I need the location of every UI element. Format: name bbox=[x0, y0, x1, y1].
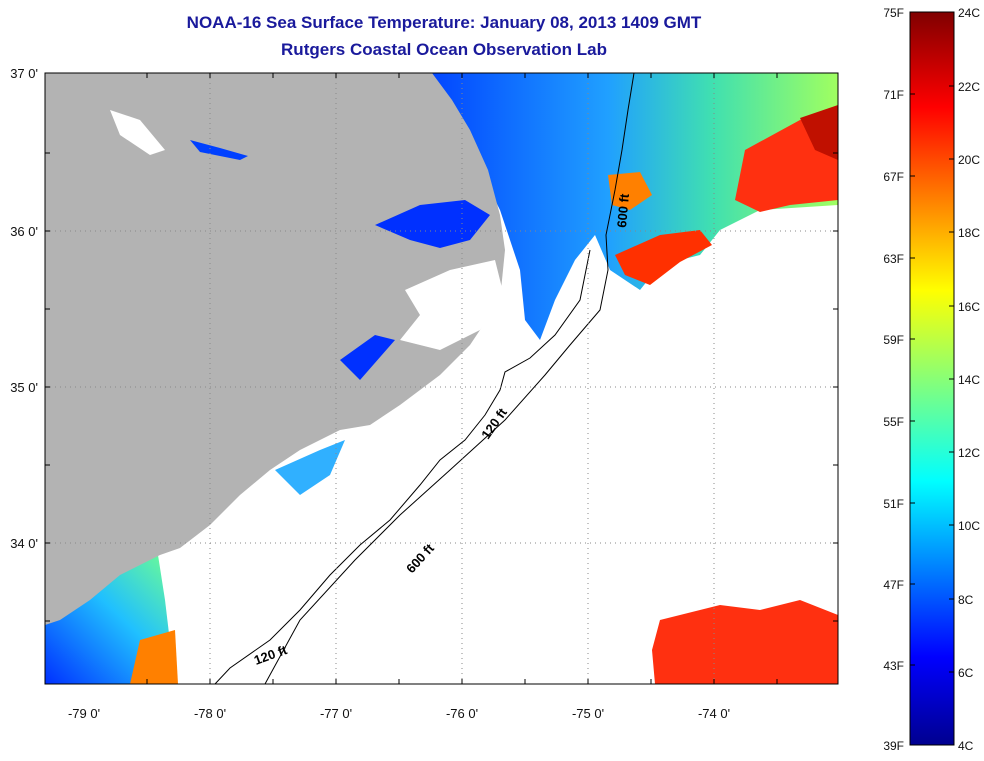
cb-c-22: 22C bbox=[958, 80, 980, 94]
colorbar bbox=[909, 11, 955, 746]
lon-ticks bbox=[146, 73, 778, 684]
lat-ticks bbox=[45, 152, 838, 622]
land-north-carolina bbox=[45, 73, 505, 625]
cb-f-71: 71F bbox=[883, 88, 904, 102]
cb-c-8: 8C bbox=[958, 593, 974, 607]
sw-warm-edge bbox=[130, 630, 178, 684]
cb-c-4: 4C bbox=[958, 739, 974, 753]
onslow-nearshore bbox=[275, 440, 345, 495]
lat-label-35: 35 0' bbox=[10, 380, 38, 395]
cb-c-14: 14C bbox=[958, 373, 980, 387]
cb-c-18: 18C bbox=[958, 226, 980, 240]
cb-c-12: 12C bbox=[958, 446, 980, 460]
cb-c-24: 24C bbox=[958, 6, 980, 20]
isobath-600ft bbox=[264, 73, 635, 684]
lon-label-79: -79 0' bbox=[68, 706, 100, 721]
cb-f-75: 75F bbox=[883, 6, 904, 20]
lon-label-77: -77 0' bbox=[320, 706, 352, 721]
pamlico-sound bbox=[400, 260, 505, 350]
cb-f-47: 47F bbox=[883, 578, 904, 592]
lat-label-34: 34 0' bbox=[10, 536, 38, 551]
isobath-120ft bbox=[214, 249, 591, 684]
lat-label-36: 36 0' bbox=[10, 224, 38, 239]
inland-river bbox=[190, 140, 248, 160]
cb-c-20: 20C bbox=[958, 153, 980, 167]
warm-filament bbox=[615, 230, 712, 285]
lon-label-75: -75 0' bbox=[572, 706, 604, 721]
colorbar-f-labels: 75F 71F 67F 63F 59F 55F 51F 47F 43F 39F bbox=[883, 6, 904, 753]
isobath-label-600ft-north: 600 ft bbox=[614, 192, 632, 228]
inland-lake bbox=[110, 110, 165, 155]
cb-f-59: 59F bbox=[883, 333, 904, 347]
lon-label-74: -74 0' bbox=[698, 706, 730, 721]
cb-f-63: 63F bbox=[883, 252, 904, 266]
cb-f-51: 51F bbox=[883, 497, 904, 511]
colorbar-c-labels: 24C 22C 20C 18C 16C 14C 12C 10C 8C 6C 4C bbox=[958, 6, 980, 753]
southeast-warm-patch bbox=[652, 600, 838, 684]
warm-eddy bbox=[608, 172, 652, 210]
cb-c-6: 6C bbox=[958, 666, 974, 680]
lon-label-76: -76 0' bbox=[446, 706, 478, 721]
map-border bbox=[44, 72, 839, 685]
cb-f-39: 39F bbox=[883, 739, 904, 753]
cb-f-43: 43F bbox=[883, 659, 904, 673]
albemarle-sound bbox=[375, 200, 490, 248]
gulf-stream-core bbox=[800, 105, 838, 160]
lon-label-78: -78 0' bbox=[194, 706, 226, 721]
cb-c-10: 10C bbox=[958, 519, 980, 533]
cb-f-55: 55F bbox=[883, 415, 904, 429]
cb-f-67: 67F bbox=[883, 170, 904, 184]
map-subtitle: Rutgers Coastal Ocean Observation Lab bbox=[281, 40, 607, 59]
map-title: NOAA-16 Sea Surface Temperature: January… bbox=[186, 13, 702, 32]
cb-c-16: 16C bbox=[958, 300, 980, 314]
lat-label-37: 37 0' bbox=[10, 66, 38, 81]
graticule bbox=[45, 73, 838, 684]
neuse-river bbox=[340, 335, 395, 380]
colorbar-ticks bbox=[910, 85, 954, 673]
